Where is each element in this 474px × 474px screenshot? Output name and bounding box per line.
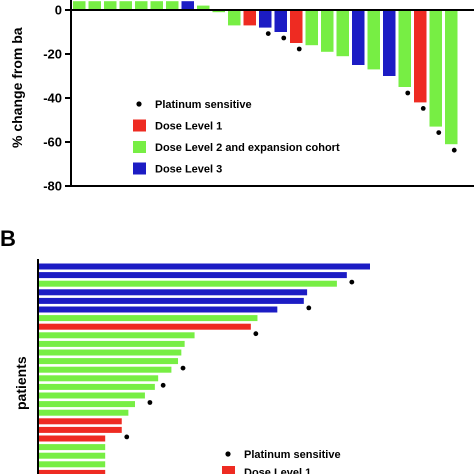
panel-b-platinum-marker xyxy=(306,305,312,311)
panel-a-bar xyxy=(367,10,380,70)
panel-b-bar xyxy=(39,358,179,365)
panel-a-bar xyxy=(398,10,411,87)
panel-b-bar xyxy=(39,280,337,287)
panel-a-legend-marker-swatch xyxy=(136,101,142,107)
panel-b-bar xyxy=(39,340,185,347)
panel-a-bars xyxy=(73,1,458,153)
panel-b-bar xyxy=(39,469,106,474)
panel-b-bar xyxy=(39,426,122,433)
panel-a-legend-label: Platinum sensitive xyxy=(155,99,252,111)
panel-a-bar xyxy=(197,5,210,10)
panel-a-bar xyxy=(429,10,442,127)
panel-a-platinum-marker xyxy=(451,147,457,153)
panel-b-platinum-marker xyxy=(349,279,355,285)
panel-a-bar xyxy=(181,1,194,11)
panel-a-legend-label: Dose Level 1 xyxy=(155,121,222,133)
panel-b-legend-label: Dose Level 1 xyxy=(244,467,311,474)
panel-a-bar xyxy=(274,10,287,32)
panel-a-bar xyxy=(383,10,396,76)
panel-a: 0 -20 -40 -60 -80 % change from ba Platinum … xyxy=(9,0,474,194)
panel-b-bar xyxy=(39,263,370,270)
panel-b-bar xyxy=(39,332,195,339)
panel-a-bar xyxy=(321,10,334,52)
panel-a-legend-green-swatch xyxy=(133,141,146,153)
panel-b-platinum-marker xyxy=(253,331,259,337)
panel-b-bar xyxy=(39,461,106,468)
panel-a-bar xyxy=(150,1,163,11)
panel-a-tick-label: 0 xyxy=(55,3,62,18)
panel-a-bar xyxy=(228,10,241,26)
panel-a-legend-label: Dose Level 2 and expansion cohort xyxy=(155,142,340,154)
panel-a-bar xyxy=(119,1,132,11)
panel-a-bar xyxy=(445,10,458,145)
panel-b-bars xyxy=(39,263,370,474)
panel-b-legend-marker-swatch xyxy=(225,451,231,457)
panel-a-platinum-marker xyxy=(265,31,271,36)
panel-b-bar xyxy=(39,444,106,451)
panel-a-legend-blue-swatch xyxy=(133,162,146,175)
panel-b-platinum-marker xyxy=(180,365,186,371)
panel-b-bar xyxy=(39,323,251,330)
panel-a-bar xyxy=(243,10,256,26)
panel-b-bar xyxy=(39,306,278,313)
panel-b-legend-red-swatch xyxy=(222,466,235,474)
panel-a-bar xyxy=(88,1,101,11)
panel-b-bar xyxy=(39,297,304,304)
panel-a-platinum-marker xyxy=(405,90,411,96)
panel-a-tick-label: -40 xyxy=(43,91,62,106)
panel-a-y-label: % change from ba xyxy=(9,27,25,148)
panel-a-legend-red-swatch xyxy=(133,119,146,132)
panel-a-ticks: 0 -20 -40 -60 -80 xyxy=(43,3,71,194)
panel-b-letter: B xyxy=(0,226,16,251)
panel-a-bar xyxy=(336,10,349,57)
panel-b-bar xyxy=(39,452,106,459)
panel-b-legend-label: Platinum sensitive xyxy=(244,449,341,461)
panel-a-legend-label: Dose Level 3 xyxy=(155,164,222,176)
panel-a-bar xyxy=(135,1,148,11)
panel-a-platinum-marker xyxy=(281,35,287,41)
panel-a-tick-label: -60 xyxy=(43,135,62,150)
panel-b-bar xyxy=(39,383,155,390)
panel-a-tick-label: -20 xyxy=(43,47,62,62)
panel-a-platinum-marker xyxy=(436,130,442,136)
panel-b-bar xyxy=(39,272,347,279)
panel-a-bar xyxy=(166,1,179,11)
panel-b-bar xyxy=(39,409,129,416)
panel-b-bar xyxy=(39,315,258,322)
panel-b-bar xyxy=(39,392,145,399)
panel-a-tick-label: -80 xyxy=(43,179,62,194)
panel-b-y-label: patients xyxy=(13,356,29,410)
panel-b-bar xyxy=(39,418,122,425)
panel-a-bar xyxy=(104,1,117,11)
panel-a-bar xyxy=(414,10,427,103)
panel-a-bar xyxy=(73,1,86,11)
panel-b-bar xyxy=(39,401,135,408)
panel-a-bar xyxy=(259,10,272,28)
panel-b-bar xyxy=(39,349,182,356)
panel-b-bar xyxy=(39,375,159,382)
panel-b-legend: Platinum sensitive Dose Level 1 xyxy=(222,449,341,474)
panel-b-bar xyxy=(39,435,106,442)
panel-b: B patients Platinum sensitive Dose Level … xyxy=(0,226,370,474)
panel-a-bar xyxy=(212,10,225,13)
panel-a-legend: Platinum sensitive Dose Level 1 Dose Level… xyxy=(133,99,340,176)
panel-b-platinum-marker xyxy=(160,382,166,388)
panel-b-platinum-marker xyxy=(147,400,153,405)
panel-b-bar xyxy=(39,289,308,296)
panel-a-platinum-marker xyxy=(420,106,426,111)
panel-b-bar xyxy=(39,366,172,373)
panel-a-bar xyxy=(352,10,365,65)
panel-a-platinum-marker xyxy=(296,46,302,52)
panel-a-bar xyxy=(290,10,303,43)
panel-a-bar xyxy=(305,10,318,46)
panel-b-platinum-marker xyxy=(124,434,130,440)
